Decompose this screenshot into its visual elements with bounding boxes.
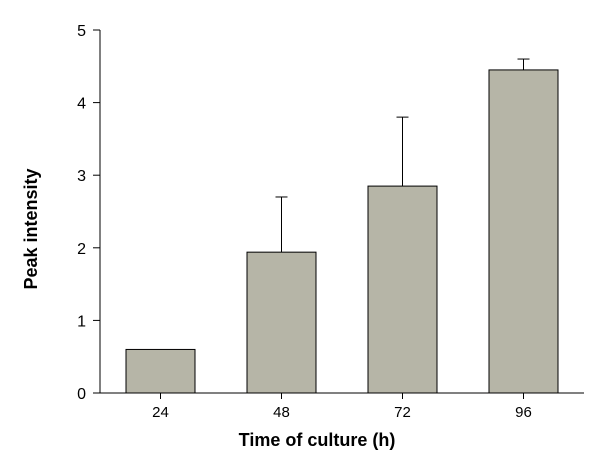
y-tick-label: 4 [77, 96, 86, 113]
x-axis-title: Time of culture (h) [239, 430, 396, 450]
y-tick-label: 0 [77, 386, 86, 403]
bar-96 [488, 69, 559, 394]
axes-layer [99, 30, 584, 394]
bars-layer [125, 69, 559, 394]
y-tick-label: 5 [77, 23, 86, 40]
x-tick-label: 24 [152, 404, 169, 421]
y-axis-title: Peak intensity [21, 168, 41, 289]
y-tick-label: 3 [77, 168, 86, 185]
bar-24 [125, 348, 196, 394]
y-ticks: 0 1 2 3 4 5 [77, 23, 100, 403]
x-tick-label: 48 [273, 404, 290, 421]
error-bars-layer [275, 58, 530, 253]
x-ticks: 24 48 72 96 [152, 393, 532, 421]
bar-48 [246, 251, 317, 394]
bar-72 [367, 185, 438, 394]
x-tick-label: 96 [515, 404, 532, 421]
y-tick-label: 2 [77, 241, 86, 258]
x-tick-label: 72 [394, 404, 411, 421]
y-tick-label: 1 [77, 313, 86, 330]
